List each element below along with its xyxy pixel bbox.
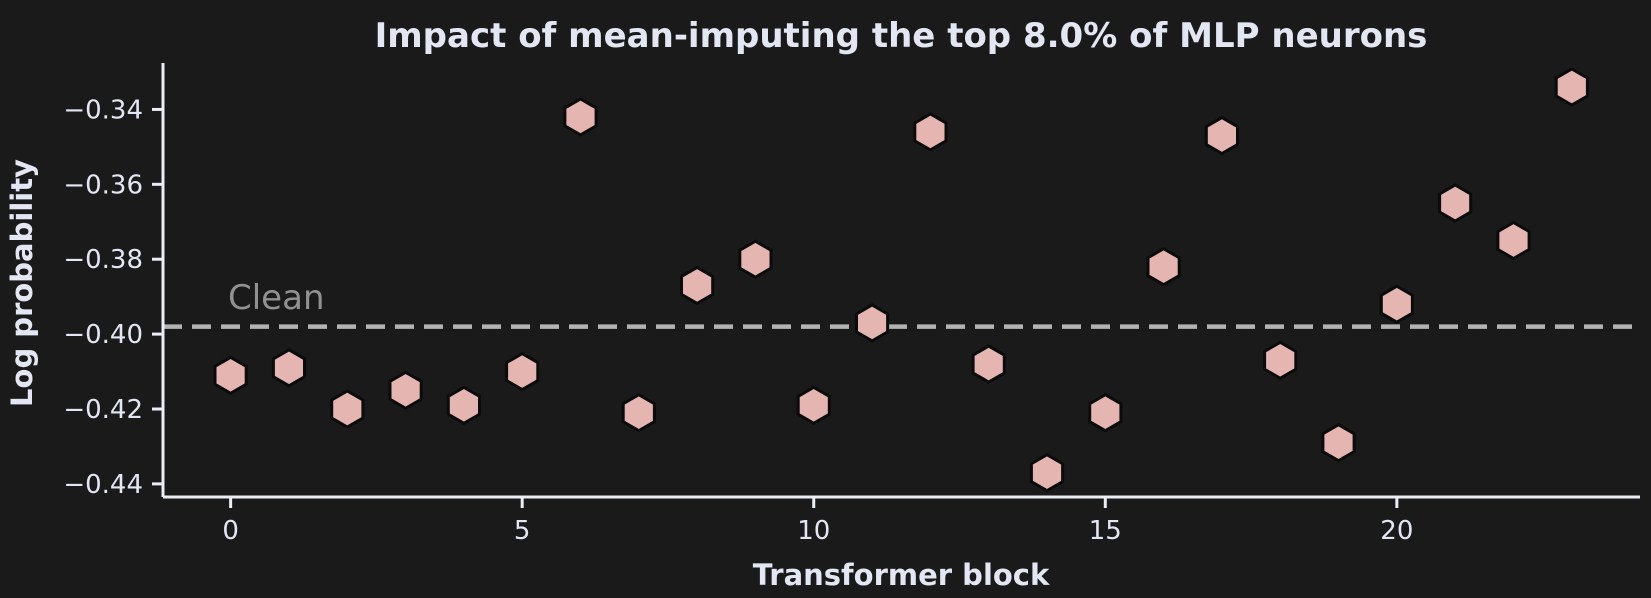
- y-tick-label: −0.40: [63, 320, 143, 350]
- data-point-hexagon: [446, 385, 481, 426]
- x-tick-label: 0: [222, 516, 239, 546]
- data-point-hexagon: [971, 344, 1006, 384]
- data-point-hexagon: [271, 348, 306, 388]
- x-tick-label: 20: [1380, 516, 1413, 546]
- data-point-hexagon: [1088, 392, 1123, 433]
- clean-line-label: Clean: [228, 278, 325, 318]
- data-point-hexagon: [563, 97, 598, 137]
- data-point-hexagon: [330, 389, 365, 429]
- data-points: [213, 67, 1589, 493]
- data-point-hexagon: [1204, 115, 1239, 156]
- y-axis-label: Log probability: [5, 159, 39, 407]
- y-tick-label: −0.34: [63, 95, 143, 125]
- axis-ticks: 0 5 10 15 20 −0.34 −0.36 −0.38 −0.40 −0.42 −0.44: [63, 95, 1413, 546]
- data-point-hexagon: [621, 392, 656, 433]
- y-tick-label: −0.44: [63, 470, 143, 500]
- data-point-hexagon: [1496, 220, 1531, 261]
- data-point-hexagon: [1029, 452, 1065, 493]
- data-point-hexagon: [1263, 340, 1298, 381]
- x-tick-label: 15: [1089, 516, 1122, 546]
- data-point-hexagon: [1554, 67, 1589, 107]
- chart-title: Impact of mean-imputing the top 8.0% of …: [375, 16, 1428, 56]
- data-point-hexagon: [855, 303, 890, 343]
- data-point-hexagon: [1438, 183, 1473, 223]
- x-axis-label: Transformer block: [753, 558, 1050, 592]
- y-tick-label: −0.42: [63, 395, 143, 425]
- x-tick-label: 5: [514, 516, 531, 546]
- data-point-hexagon: [213, 355, 248, 396]
- data-point-hexagon: [1321, 422, 1356, 463]
- data-point-hexagon: [505, 351, 540, 392]
- axes-spines: [161, 63, 1640, 499]
- data-point-hexagon: [680, 265, 715, 306]
- data-point-hexagon: [738, 239, 773, 279]
- x-tick-label: 10: [797, 516, 830, 546]
- data-point-hexagon: [1146, 246, 1181, 287]
- data-point-hexagon: [796, 385, 831, 426]
- data-point-hexagon: [1379, 284, 1414, 324]
- y-tick-label: −0.38: [63, 245, 143, 275]
- data-point-hexagon: [913, 112, 948, 152]
- data-point-hexagon: [388, 370, 423, 411]
- y-tick-label: −0.36: [63, 170, 143, 200]
